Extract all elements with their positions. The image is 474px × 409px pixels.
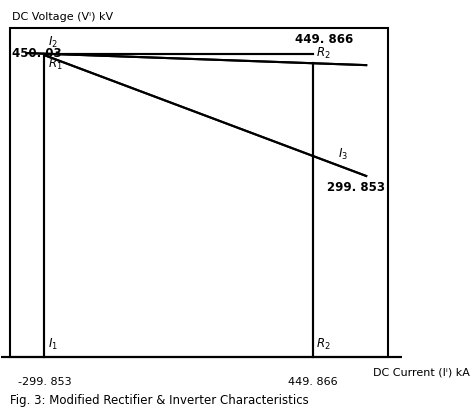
Text: 449. 866: 449. 866: [288, 377, 337, 387]
Text: 450. 03: 450. 03: [12, 47, 62, 60]
Text: 449. 866: 449. 866: [295, 34, 353, 47]
Text: $R_2$: $R_2$: [316, 337, 331, 352]
Text: $R_1$: $R_1$: [48, 57, 63, 72]
Text: $I_1$: $I_1$: [48, 337, 58, 352]
Text: DC Current (Iⁱ) kA: DC Current (Iⁱ) kA: [374, 367, 470, 377]
Text: DC Voltage (Vⁱ) kV: DC Voltage (Vⁱ) kV: [12, 11, 113, 22]
Text: $R_2$: $R_2$: [316, 46, 331, 61]
Text: -299. 853: -299. 853: [18, 377, 71, 387]
Text: Fig. 3: Modified Rectifier & Inverter Characteristics: Fig. 3: Modified Rectifier & Inverter Ch…: [10, 394, 309, 407]
Text: 299. 853: 299. 853: [327, 181, 385, 194]
FancyBboxPatch shape: [10, 28, 388, 357]
Text: $I_3$: $I_3$: [337, 147, 347, 162]
Text: $I_2$: $I_2$: [48, 35, 58, 50]
